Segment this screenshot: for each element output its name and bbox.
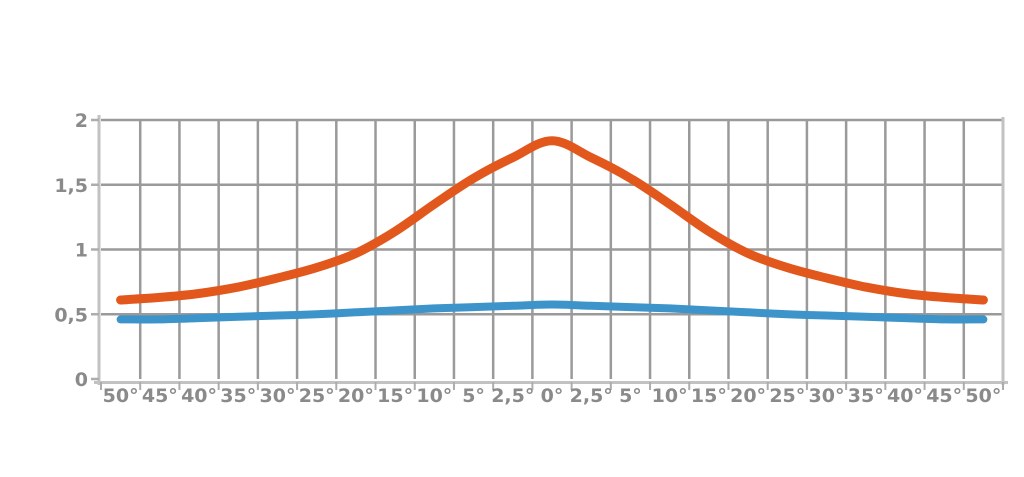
x-tick-label: 5°: [619, 385, 642, 407]
x-tick-label: 15°: [377, 385, 413, 407]
x-tick-label: 5°: [462, 385, 485, 407]
x-tick-label: 35°: [220, 385, 256, 407]
y-tick-label: 2: [75, 110, 88, 132]
x-tick-label: 15°: [691, 385, 727, 407]
x-tick-label: 30°: [260, 385, 296, 407]
x-tick-label: 0°: [541, 385, 564, 407]
orange-curve: [116, 136, 988, 305]
y-tick-label: 0: [75, 369, 88, 391]
y-tick-label: 1: [75, 240, 88, 262]
x-tick-label: 20°: [730, 385, 766, 407]
x-tick-label: 10°: [416, 385, 452, 407]
x-tick-label: 35°: [848, 385, 884, 407]
x-tick-label: 25°: [299, 385, 335, 407]
x-tick-label: 40°: [887, 385, 923, 407]
x-tick-label: 45°: [926, 385, 962, 407]
x-tick-label: 40°: [181, 385, 217, 407]
x-tick-label: 2,5°: [570, 385, 613, 407]
y-tick-label: 0,5: [54, 304, 88, 326]
x-tick-label: 30°: [809, 385, 845, 407]
x-tick-label: 50°: [965, 385, 1001, 407]
x-tick-label: 20°: [338, 385, 374, 407]
x-tick-label: 45°: [142, 385, 178, 407]
blue-curve: [116, 300, 988, 324]
y-tick-label: 1,5: [54, 175, 88, 197]
x-tick-label: 50°: [103, 385, 139, 407]
x-tick-label: 10°: [652, 385, 688, 407]
x-tick-label: 2,5°: [491, 385, 534, 407]
x-tick-label: 25°: [769, 385, 805, 407]
